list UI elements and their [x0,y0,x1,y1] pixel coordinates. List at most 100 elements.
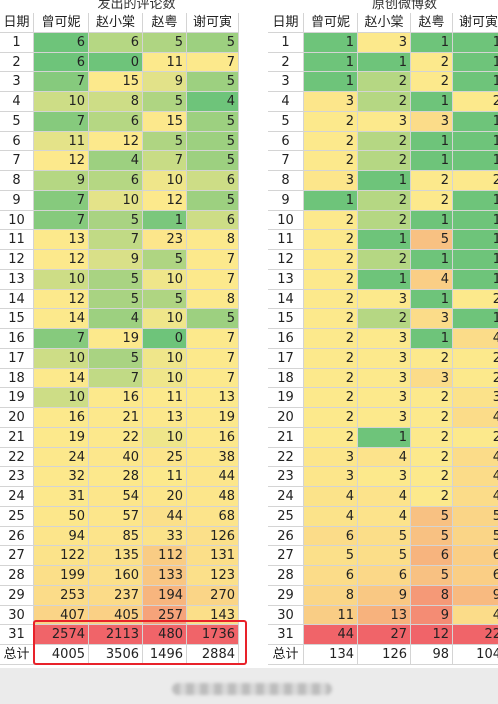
value-cell: 3 [358,111,411,132]
value-cell: 3 [358,329,411,349]
header-cell: 谢可寅 [187,13,239,33]
value-cell: 16 [187,427,239,448]
value-cell: 1 [453,250,498,270]
value-cell: 28 [89,467,143,487]
value-cell: 9 [411,605,453,626]
value-cell: 7 [187,269,239,290]
value-cell: 7 [34,210,89,231]
value-cell: 3 [358,467,411,487]
value-cell: 6 [34,32,89,53]
value-cell: 6 [358,566,411,586]
value-cell: 6 [304,566,358,586]
value-cell: 94 [34,526,89,547]
value-cell: 1 [411,289,453,310]
date-cell: 2 [0,52,34,73]
header-cell: 日期 [268,13,304,33]
value-cell: 2 [358,151,411,171]
date-cell: 12 [0,250,34,270]
value-cell: 5 [143,131,187,152]
header-cell: 赵小棠 [358,13,411,33]
value-cell: 5 [453,506,498,527]
value-cell: 122 [34,546,89,566]
value-cell: 135 [89,546,143,566]
value-cell: 54 [89,487,143,507]
value-cell: 2 [411,467,453,487]
date-cell: 13 [268,269,304,290]
value-cell: 1 [453,52,498,73]
date-cell: 8 [268,171,304,191]
value-cell: 15 [143,111,187,132]
value-cell: 5 [411,566,453,586]
value-cell: 3 [304,171,358,191]
value-cell: 2113 [89,625,143,645]
value-cell: 6 [411,546,453,566]
value-cell: 7 [34,329,89,349]
value-cell: 1 [453,131,498,152]
value-cell: 5 [453,526,498,547]
value-cell: 12 [411,625,453,645]
value-cell: 160 [89,566,143,586]
value-cell: 68 [187,506,239,527]
value-cell: 5 [89,348,143,369]
value-cell: 32 [34,467,89,487]
value-cell: 1 [358,427,411,448]
date-cell: 30 [268,605,304,626]
value-cell: 6 [453,566,498,586]
value-cell: 8 [89,92,143,112]
date-cell: 17 [268,348,304,369]
date-cell: 7 [268,151,304,171]
value-cell: 2 [358,250,411,270]
date-cell: 3 [268,72,304,92]
value-cell: 1 [453,309,498,329]
value-cell: 4 [453,329,498,349]
value-cell: 9 [453,585,498,606]
value-cell: 2 [411,427,453,448]
value-cell: 8 [187,230,239,250]
value-cell: 10 [34,348,89,369]
value-cell: 12 [34,250,89,270]
value-cell: 10 [143,368,187,389]
value-cell: 131 [187,546,239,566]
value-cell: 2 [304,388,358,408]
value-cell: 7 [143,151,187,171]
value-cell: 2 [453,92,498,112]
date-cell: 6 [268,131,304,152]
date-cell: 27 [0,546,34,566]
date-cell: 15 [268,309,304,329]
value-cell: 2 [358,92,411,112]
date-cell: 14 [268,289,304,310]
value-cell: 1 [453,269,498,290]
value-cell: 7 [89,368,143,389]
date-cell: 19 [0,388,34,408]
value-cell: 10 [34,92,89,112]
value-cell: 21 [89,408,143,428]
date-cell: 1 [0,32,34,53]
value-cell: 2 [358,190,411,211]
value-cell: 3 [358,408,411,428]
value-cell: 1 [358,171,411,191]
value-cell: 10 [143,427,187,448]
date-cell: 16 [0,329,34,349]
value-cell: 12 [143,190,187,211]
value-cell: 19 [34,427,89,448]
value-cell: 1 [453,210,498,231]
value-cell: 16 [89,388,143,408]
date-cell: 22 [268,447,304,468]
value-cell: 3 [358,348,411,369]
date-cell: 29 [268,585,304,606]
value-cell: 10 [89,190,143,211]
value-cell: 1 [453,32,498,53]
value-cell: 2 [358,131,411,152]
value-cell: 10 [143,171,187,191]
value-cell: 22 [89,427,143,448]
value-cell: 4 [358,487,411,507]
date-cell: 10 [268,210,304,231]
value-cell: 5 [89,210,143,231]
value-cell: 22 [453,625,498,645]
value-cell: 11 [34,131,89,152]
total-cell: 134 [304,645,358,665]
value-cell: 9 [358,585,411,606]
value-cell: 10 [143,348,187,369]
value-cell: 9 [143,72,187,92]
total-cell: 104 [453,645,498,665]
